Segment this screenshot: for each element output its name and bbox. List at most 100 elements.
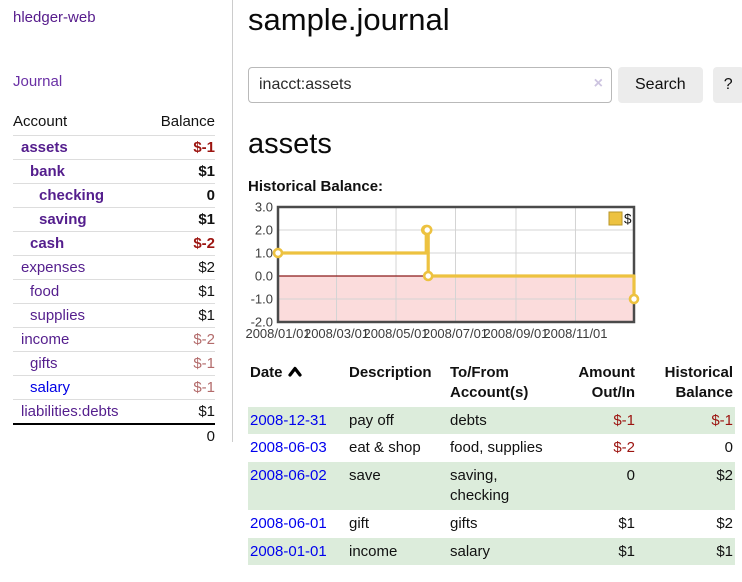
accounts-total-row: 0 [13, 423, 215, 448]
search-input[interactable] [248, 67, 612, 103]
account-link[interactable]: assets [21, 139, 68, 156]
svg-text:2008/09/01: 2008/09/01 [483, 326, 548, 341]
account-row: cash $-2 [13, 231, 215, 256]
column-header-label-line2: Balance [675, 383, 733, 401]
transaction-date-link[interactable]: 2008-06-02 [250, 467, 327, 485]
svg-text:-2.0: -2.0 [251, 315, 273, 330]
sidebar: hledger-web Journal Account Balance asse… [0, 0, 233, 448]
account-link[interactable]: food [30, 283, 60, 300]
help-button[interactable]: ? [712, 67, 742, 103]
transaction-balance: $2 [716, 467, 733, 485]
transaction-row: 2008-06-03 eat & shop food, supplies $-2 0 [248, 434, 735, 462]
account-row: supplies $1 [13, 303, 215, 328]
account-link[interactable]: salary [30, 379, 71, 396]
transaction-row: 2008-06-02 save saving, checking 0 $2 [248, 462, 735, 510]
column-header-label-line2: Out/In [591, 383, 635, 401]
transaction-description: pay off [349, 411, 394, 429]
transaction-description: eat & shop [349, 439, 421, 457]
account-row: liabilities:debts $1 [13, 399, 215, 424]
sort-ascending-icon[interactable] [287, 364, 302, 381]
account-link[interactable]: saving [39, 211, 87, 228]
account-link[interactable]: cash [30, 235, 65, 252]
accounts-total-spacer [13, 423, 147, 448]
account-link[interactable]: bank [30, 163, 66, 180]
transaction-row: 2008-12-31 pay off debts $-1 $-1 [248, 406, 735, 435]
sidebar-item-journal[interactable]: Journal [13, 73, 63, 90]
transaction-balance: $-1 [711, 411, 733, 429]
svg-text:2008/01/01: 2008/01/01 [245, 326, 310, 341]
column-header-date[interactable]: Date [248, 361, 347, 407]
account-link[interactable]: income [21, 331, 70, 348]
chart-title: Historical Balance: [248, 178, 384, 195]
svg-text:1.0: 1.0 [255, 246, 273, 261]
account-row: expenses $2 [13, 255, 215, 280]
search-form: × Search ? [248, 67, 742, 103]
accounts-total-value: 0 [146, 423, 215, 448]
transaction-description: save [349, 467, 381, 485]
account-link[interactable]: liabilities:debts [21, 403, 119, 420]
svg-text:2008/05/01: 2008/05/01 [363, 326, 428, 341]
transaction-date-link[interactable]: 2008-12-31 [250, 411, 327, 429]
account-balance: $-1 [146, 135, 215, 160]
column-header-label: Amount [578, 364, 635, 381]
search-button[interactable]: Search [618, 67, 703, 103]
account-link[interactable]: supplies [30, 307, 86, 324]
transactions-table: Date Description To/From Account(s) Amount Ou… [248, 361, 735, 566]
account-row: income $-2 [13, 327, 215, 352]
column-header-label: Description [349, 364, 432, 381]
page: hledger-web Journal Account Balance asse… [0, 0, 742, 566]
transaction-amount: $1 [618, 542, 635, 560]
transaction-balance: $2 [716, 514, 733, 532]
accounts-header-row: Account Balance [13, 111, 215, 136]
transaction-date-link[interactable]: 2008-06-01 [250, 514, 327, 532]
account-balance: $1 [146, 159, 215, 184]
column-header-historical: Historical Balance [637, 361, 735, 407]
account-row: salary $-1 [13, 375, 215, 400]
account-row: bank $1 [13, 159, 215, 184]
svg-text:2008/03/01: 2008/03/01 [304, 326, 369, 341]
accounts-table: Account Balance assets $-1 bank $1 checking 0… [13, 111, 215, 448]
account-balance: $-2 [146, 231, 215, 256]
clear-search-icon[interactable]: × [593, 75, 603, 92]
transaction-description: income [349, 542, 398, 560]
account-row: checking 0 [13, 183, 215, 208]
column-header-label: To/From [450, 364, 509, 381]
historical-balance-chart: $3.0 2.0 1.0 0.0 -1.0 -2.0 2008/01/01 2008/03/0… [245, 200, 742, 344]
brand-link[interactable]: hledger-web [13, 9, 96, 26]
account-link[interactable]: checking [39, 187, 105, 204]
transaction-row: 2008-01-01 income salary $1 $1 [248, 537, 735, 566]
column-header-label-line2: Account(s) [450, 383, 529, 401]
transaction-date-link[interactable]: 2008-06-03 [250, 439, 327, 457]
column-header-amount: Amount Out/In [573, 361, 637, 407]
svg-text:3.0: 3.0 [255, 200, 273, 215]
transaction-date-link[interactable]: 2008-01-01 [250, 542, 327, 560]
column-header-label: Historical [664, 364, 733, 381]
search-input-wrap: × [248, 67, 612, 103]
account-row: saving $1 [13, 207, 215, 232]
accounts-header-balance: Balance [160, 113, 215, 130]
transaction-accounts: salary [450, 542, 491, 560]
transaction-row: 2008-06-01 gift gifts $1 $2 [248, 510, 735, 538]
account-balance: $-1 [146, 351, 215, 376]
svg-text:$: $ [624, 212, 632, 227]
svg-text:-1.0: -1.0 [251, 292, 273, 307]
account-heading: assets [248, 128, 332, 160]
transaction-amount: $1 [618, 514, 635, 532]
column-header-tofrom: To/From Account(s) [448, 361, 573, 407]
svg-text:2008/07/01: 2008/07/01 [423, 326, 488, 341]
account-balance: $-2 [146, 327, 215, 352]
page-title: sample.journal [248, 2, 450, 37]
transaction-description: gift [349, 514, 370, 532]
svg-text:0.0: 0.0 [255, 269, 273, 284]
main-content: sample.journal × Search ? assets Histori… [233, 0, 742, 566]
account-balance: $1 [146, 399, 215, 424]
transaction-balance: 0 [724, 439, 733, 457]
account-balance: 0 [146, 183, 215, 208]
account-link[interactable]: gifts [30, 355, 58, 372]
account-link[interactable]: expenses [21, 259, 86, 276]
transaction-amount: 0 [626, 467, 635, 485]
account-row: gifts $-1 [13, 351, 215, 376]
column-header-label: Date [250, 364, 283, 381]
account-balance: $2 [146, 255, 215, 280]
svg-text:2008/11/01: 2008/11/01 [543, 326, 607, 341]
